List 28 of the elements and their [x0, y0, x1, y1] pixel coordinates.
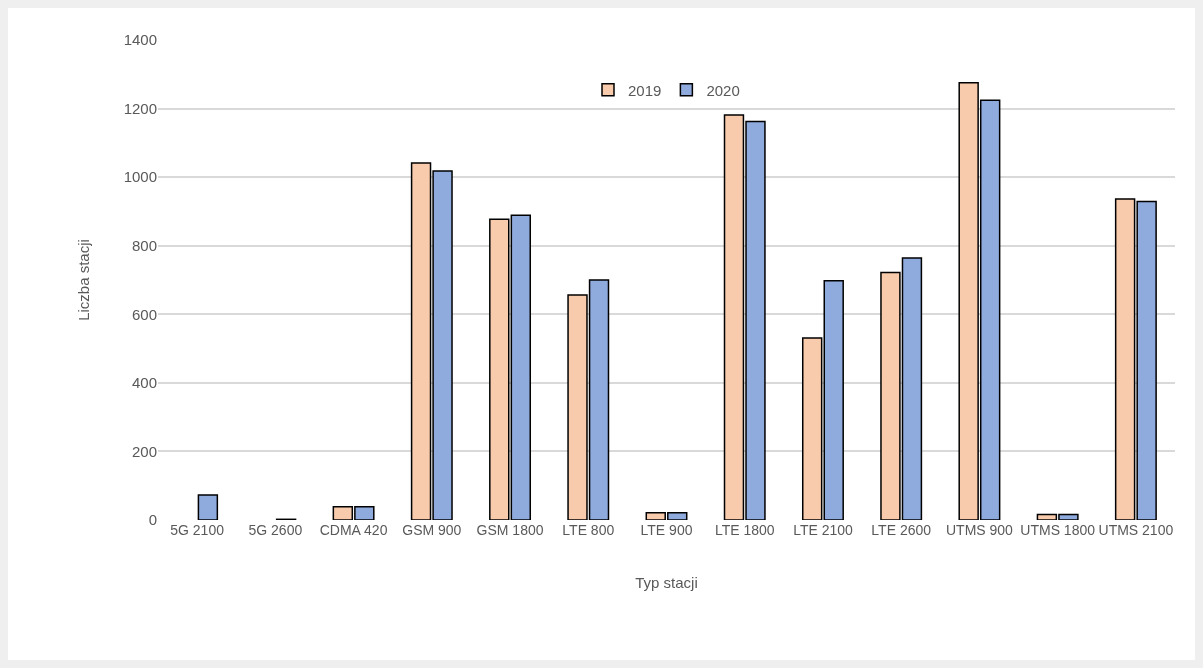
x-tick-label: LTE 800 [562, 522, 615, 538]
bar [801, 337, 823, 520]
x-tick-label: GSM 1800 [476, 522, 544, 538]
x-tick-label: GSM 900 [402, 522, 462, 538]
x-tick-label: 5G 2100 [170, 522, 225, 538]
y-tick-label: 1200 [123, 99, 157, 117]
x-axis-title: Typ stacji [635, 574, 698, 591]
y-tick-label: 600 [131, 305, 157, 323]
legend-label: 2020 [706, 81, 740, 99]
y-tick-label: 1400 [123, 31, 157, 49]
y-tick-label: 1000 [123, 168, 157, 186]
bar [823, 279, 844, 520]
y-tick-label: 400 [131, 374, 157, 392]
x-tick-label: LTE 2600 [871, 522, 932, 538]
x-tick-label: 5G 2600 [248, 522, 303, 538]
y-axis-title: Liczba stacji [74, 239, 92, 321]
x-tick-label: UTMS 900 [945, 522, 1014, 538]
legend-label: 2019 [628, 81, 662, 99]
x-tick-label: UTMS 1800 [1020, 522, 1096, 538]
x-tick-label: UTMS 2100 [1098, 522, 1174, 538]
x-tick-label: LTE 1800 [714, 522, 775, 538]
y-tick-label: 200 [131, 442, 157, 460]
x-tick-label: CDMA 420 [319, 522, 388, 538]
bar [197, 494, 219, 520]
y-tick-label: 0 [148, 511, 157, 529]
x-tick-label: LTE 2100 [793, 522, 854, 538]
y-tick-label: 800 [131, 236, 157, 254]
x-tick-label: LTE 900 [640, 522, 693, 538]
